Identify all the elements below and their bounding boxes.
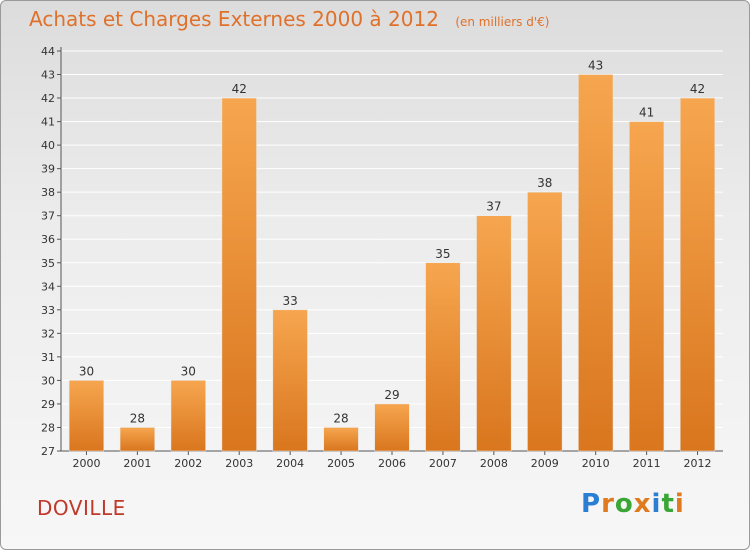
x-tick-label: 2000	[72, 457, 100, 470]
data-labels: 30 28 30 42 33 28 29 35 37 38 43 41 42	[79, 59, 705, 426]
y-tick-label: 27	[41, 445, 55, 458]
data-label: 33	[283, 294, 298, 308]
logo-letter: t	[661, 489, 675, 519]
bars	[68, 74, 716, 452]
data-label: 28	[130, 411, 145, 425]
bar	[221, 97, 257, 452]
bar	[119, 427, 155, 452]
x-tick-label: 2007	[429, 457, 457, 470]
x-tick-label: 2011	[633, 457, 661, 470]
y-tick-label: 29	[41, 398, 55, 411]
y-tick-label: 33	[41, 304, 55, 317]
y-tick-label: 28	[41, 421, 55, 434]
logo-letter: i	[651, 489, 662, 519]
bar	[323, 427, 359, 452]
bar	[425, 262, 461, 452]
bar	[679, 97, 716, 452]
data-label: 41	[639, 106, 654, 120]
x-tick-label: 2008	[480, 457, 508, 470]
data-label: 28	[333, 411, 348, 425]
chart-title-text: Achats et Charges Externes 2000 à 2012	[29, 7, 439, 31]
data-label: 43	[588, 59, 603, 73]
data-label: 30	[79, 364, 94, 378]
logo-letter: o	[614, 489, 634, 519]
data-label: 29	[384, 388, 399, 402]
bar	[374, 403, 410, 452]
x-tick-label: 2012	[684, 457, 712, 470]
bar	[629, 121, 665, 452]
y-tick-label: 39	[41, 163, 55, 176]
x-tick-label: 2001	[123, 457, 151, 470]
data-label: 42	[232, 82, 247, 96]
bar	[527, 191, 563, 452]
x-tick-label: 2003	[225, 457, 253, 470]
y-tick-label: 37	[41, 210, 55, 223]
y-tick-label: 35	[41, 257, 55, 270]
data-label: 37	[486, 200, 501, 214]
x-tick-label: 2009	[531, 457, 559, 470]
y-tick-label: 41	[41, 116, 55, 129]
logo-letter: i	[674, 489, 685, 519]
bar	[578, 74, 614, 452]
y-tick-label: 43	[41, 69, 55, 82]
chart-title: Achats et Charges Externes 2000 à 2012 (…	[29, 7, 549, 31]
chart-subtitle: (en milliers d'€)	[455, 15, 550, 29]
logo-letter: P	[581, 489, 602, 519]
data-label: 30	[181, 364, 196, 378]
y-tick-label: 42	[41, 92, 55, 105]
logo-letter: x	[633, 489, 652, 519]
y-tick-label: 30	[41, 374, 55, 387]
bar	[476, 215, 512, 452]
data-label: 38	[537, 176, 552, 190]
bar	[68, 380, 105, 452]
x-tick-label: 2004	[276, 457, 304, 470]
bar	[170, 380, 206, 452]
x-tick-label: 2006	[378, 457, 406, 470]
proxiti-logo: Proxiti	[581, 489, 685, 519]
y-tick-label: 44	[41, 45, 55, 58]
bar	[272, 309, 308, 452]
data-label: 42	[690, 82, 705, 96]
y-tick-label: 34	[41, 280, 55, 293]
y-tick-label: 38	[41, 186, 55, 199]
x-tick-label: 2002	[174, 457, 202, 470]
y-tick-label: 32	[41, 327, 55, 340]
y-tick-label: 36	[41, 233, 55, 246]
data-label: 35	[435, 247, 450, 261]
commune-name: DOVILLE	[37, 496, 126, 520]
x-tick-label: 2010	[582, 457, 610, 470]
y-tick-label: 31	[41, 351, 55, 364]
logo-letter: r	[601, 489, 615, 519]
x-tick-label: 2005	[327, 457, 355, 470]
y-tick-label: 40	[41, 139, 55, 152]
